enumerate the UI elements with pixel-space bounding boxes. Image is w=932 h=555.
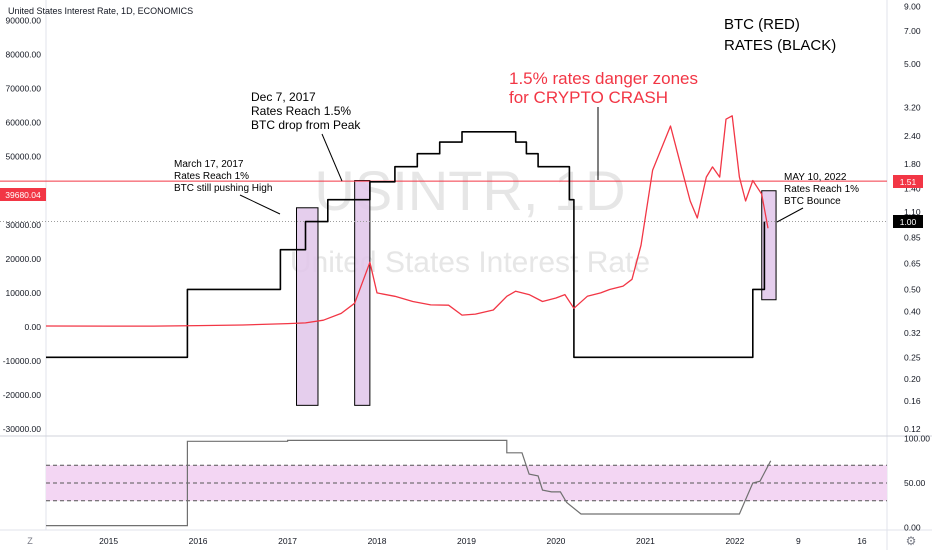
right-tick-label: 0.65 bbox=[904, 259, 921, 269]
left-tick-label: 90000.00 bbox=[6, 15, 42, 25]
legend-rates: RATES (BLACK) bbox=[724, 37, 836, 54]
left-tick-label: 20000.00 bbox=[6, 254, 42, 264]
oscillator-band bbox=[46, 464, 887, 502]
right-tick-label: 1.40 bbox=[904, 184, 921, 194]
annotation-danger: 1.5% rates danger zones for CRYPTO CRASH bbox=[509, 69, 698, 180]
highlight-boxes bbox=[296, 180, 777, 406]
timezone-icon[interactable]: Z bbox=[27, 536, 33, 546]
left-price-badge: 39680.04 bbox=[0, 188, 46, 201]
right-tick-label: 0.16 bbox=[904, 396, 921, 406]
right-tick-label: 0.85 bbox=[904, 232, 921, 242]
right-tick-label: 7.00 bbox=[904, 26, 921, 36]
annotation-may2022: MAY 10, 2022 Rates Reach 1% BTC Bounce bbox=[776, 172, 859, 223]
oscillator-line-1 bbox=[46, 439, 772, 527]
highlight-box-1 bbox=[296, 207, 319, 406]
legend-btc: BTC (RED) bbox=[724, 16, 800, 33]
left-tick-label: 50000.00 bbox=[6, 152, 42, 162]
left-axis-ticks: 90000.00 80000.00 70000.00 60000.00 50000.00… bbox=[3, 15, 42, 434]
series-group bbox=[45, 115, 772, 527]
right-tick-label: 0.20 bbox=[904, 374, 921, 384]
highlight-box-2 bbox=[354, 180, 371, 406]
left-tick-label: 0.00 bbox=[24, 322, 41, 332]
annotation-dec2017-line3: BTC drop from Peak bbox=[251, 118, 361, 132]
left-price-badge-text: 39680.04 bbox=[5, 190, 41, 200]
x-tick-label: 2020 bbox=[547, 536, 566, 546]
settings-gear-icon[interactable]: ⚙ bbox=[906, 534, 917, 548]
right-tick-label: 9.00 bbox=[904, 1, 921, 11]
oscillator-tick-label: 100.00 bbox=[904, 434, 930, 444]
right-rate-badge-red: 1.51 bbox=[893, 175, 923, 188]
annotation-mar2017-line2: Rates Reach 1% bbox=[174, 171, 249, 182]
left-tick-label: 80000.00 bbox=[6, 50, 42, 60]
annotation-may2022-line2: Rates Reach 1% bbox=[784, 184, 859, 195]
oscillator-tick-label: 0.00 bbox=[904, 522, 921, 532]
right-rate-badge-red-text: 1.51 bbox=[900, 177, 917, 187]
right-rate-badge-black-bg bbox=[893, 215, 923, 228]
oscillator-tick-label: 50.00 bbox=[904, 478, 926, 488]
chart-title: United States Interest Rate, 1D, ECONOMI… bbox=[8, 6, 193, 16]
annotation-dec2017-pointer bbox=[321, 133, 343, 182]
right-rate-badge-black: 1.00 bbox=[893, 215, 923, 228]
annotation-mar2017-pointer bbox=[239, 194, 281, 215]
annotation-dec2017-line1: Dec 7, 2017 bbox=[251, 90, 316, 104]
left-tick-label: -30000.00 bbox=[3, 424, 42, 434]
series-line-2 bbox=[45, 115, 769, 327]
right-axis-ticks: 9.00 7.00 5.00 3.20 2.40 1.80 1.40 1.10 0.85 0.65… bbox=[904, 1, 921, 434]
annotation-dec2017-line2: Rates Reach 1.5% bbox=[251, 104, 351, 118]
oscillator-axis-ticks: 100.00 50.00 0.00 bbox=[904, 434, 930, 533]
x-tick-label: 2021 bbox=[636, 536, 655, 546]
right-tick-label: 0.12 bbox=[904, 424, 921, 434]
left-tick-label: 10000.00 bbox=[6, 288, 42, 298]
annotation-may2022-line1: MAY 10, 2022 bbox=[784, 172, 847, 183]
series-line-1 bbox=[46, 131, 766, 359]
right-rate-badge-red-bg bbox=[893, 175, 923, 188]
right-tick-label: 2.40 bbox=[904, 131, 921, 141]
x-tick-label: 9 bbox=[796, 536, 801, 546]
annotation-dec2017: Dec 7, 2017 Rates Reach 1.5% BTC drop fr… bbox=[251, 90, 361, 182]
x-tick-label: 2018 bbox=[368, 536, 387, 546]
left-tick-label: -20000.00 bbox=[3, 390, 42, 400]
x-tick-label: 16 bbox=[857, 536, 867, 546]
right-tick-label: 1.10 bbox=[904, 207, 921, 217]
annotation-mar2017-line1: March 17, 2017 bbox=[174, 159, 244, 170]
x-tick-label: 2019 bbox=[457, 536, 476, 546]
left-tick-label: 30000.00 bbox=[6, 220, 42, 230]
x-tick-label: 2016 bbox=[189, 536, 208, 546]
left-tick-label: 60000.00 bbox=[6, 118, 42, 128]
annotation-mar2017-line3: BTC still pushing High bbox=[174, 183, 272, 194]
right-rate-badge-black-text: 1.00 bbox=[900, 217, 917, 227]
left-price-badge-bg bbox=[0, 188, 46, 201]
right-tick-label: 0.50 bbox=[904, 284, 921, 294]
right-tick-label: 5.00 bbox=[904, 59, 921, 69]
annotation-may2022-line3: BTC Bounce bbox=[784, 196, 841, 207]
right-tick-label: 1.80 bbox=[904, 159, 921, 169]
right-tick-label: 0.25 bbox=[904, 352, 921, 362]
left-tick-label: 70000.00 bbox=[6, 84, 42, 94]
highlight-box-3 bbox=[761, 190, 777, 301]
right-tick-label: 0.32 bbox=[904, 328, 921, 338]
annotation-danger-line2: for CRYPTO CRASH bbox=[509, 88, 668, 107]
x-tick-label: 2017 bbox=[278, 536, 297, 546]
annotation-danger-line1: 1.5% rates danger zones bbox=[509, 69, 698, 88]
watermark-name: United States Interest Rate bbox=[290, 246, 650, 279]
x-axis-ticks: 2015 2016 2017 2018 2019 2020 2021 2022 9 16 bbox=[99, 536, 867, 546]
right-tick-label: 3.20 bbox=[904, 103, 921, 113]
x-tick-label: 2015 bbox=[99, 536, 118, 546]
x-tick-label: 2022 bbox=[725, 536, 744, 546]
annotation-mar2017: March 17, 2017 Rates Reach 1% BTC still … bbox=[174, 159, 281, 215]
annotation-may2022-pointer bbox=[776, 207, 804, 223]
reference-lines bbox=[0, 180, 887, 223]
left-tick-label: -10000.00 bbox=[3, 356, 42, 366]
right-tick-label: 0.40 bbox=[904, 306, 921, 316]
